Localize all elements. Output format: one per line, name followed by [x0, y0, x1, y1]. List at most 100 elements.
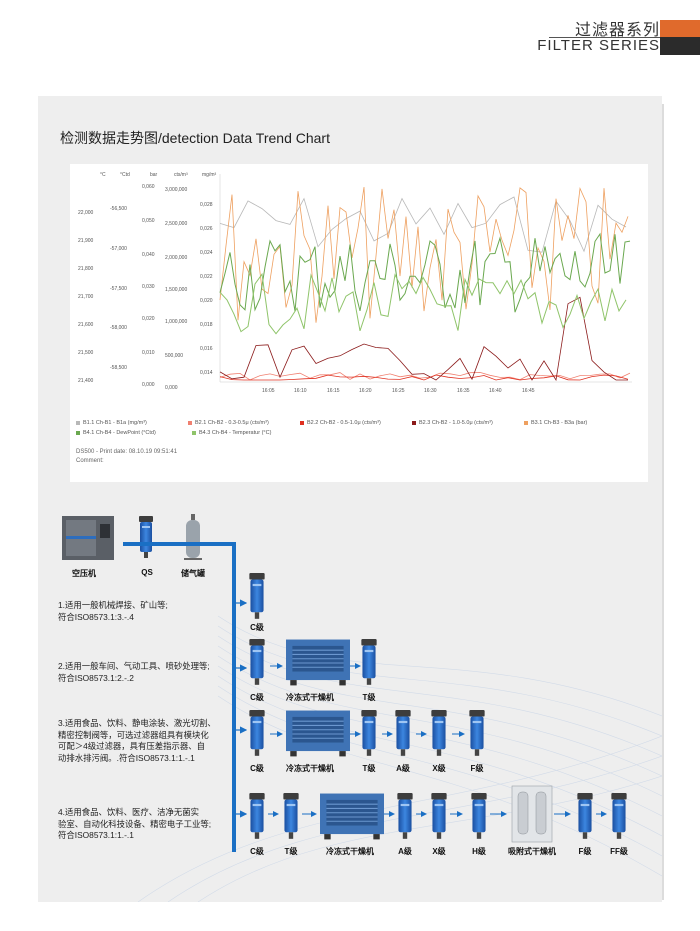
x-filter-icon	[431, 710, 447, 756]
trend-chart-svg: °C °Ctd bar cts/m³ mg/m³ 22,000 21,900 2…	[78, 172, 632, 394]
legend-label: B3.1 Ch-B3 - B3a (bar)	[531, 420, 588, 426]
row-2-label: 冷冻式干燥机	[286, 693, 334, 702]
row-3-label: T级	[362, 764, 376, 773]
tick-x: 16:15	[327, 388, 340, 394]
series-line	[219, 296, 628, 382]
tank-label: 储气罐	[181, 569, 205, 578]
row-4-label: A级	[398, 847, 412, 856]
tick-ctd: -58,000	[110, 325, 127, 331]
tick-bar: 0,060	[142, 184, 155, 190]
qs-filter-icon	[139, 516, 153, 558]
c-filter-icon	[249, 793, 265, 839]
series-layer	[219, 186, 631, 382]
a-filter-icon	[395, 710, 411, 756]
row-4-label: F级	[578, 847, 592, 856]
a-filter-icon	[397, 793, 413, 839]
tick-ctd: -57,500	[110, 286, 127, 292]
row-3-label: 冷冻式干燥机	[286, 764, 334, 773]
tick-c: 21,400	[78, 378, 94, 384]
ff-filter-icon	[611, 793, 627, 839]
legend-label: B2.2 Ch-B2 - 0.5-1.0μ (cts/m³)	[307, 420, 381, 426]
comment-label: Comment:	[76, 458, 104, 464]
tick-cts: 3,000,000	[165, 187, 187, 193]
legend-swatch	[76, 431, 80, 435]
print-date: DS500 - Print date: 08.10.19 09:51:41	[76, 449, 178, 455]
tick-bar: 0,050	[142, 218, 155, 224]
row-4-description: 4.适用食品、饮料、医疗、洁净无菌实 验室、自动化科技设备、精密电子工业等; 符…	[58, 807, 211, 842]
tick-x: 16:05	[262, 388, 275, 394]
legend-label: B4.1 Ch-B4 - DewPoint (°Ctd)	[83, 430, 156, 436]
unit-mg: mg/m³	[202, 172, 217, 178]
legend-item: B2.2 Ch-B2 - 0.5-1.0μ (cts/m³)	[300, 420, 412, 426]
row-4-label: 冷冻式干燥机	[326, 847, 374, 856]
tick-c: 21,800	[78, 266, 94, 272]
legend-swatch	[412, 421, 416, 425]
legend-swatch	[524, 421, 528, 425]
tick-bar: 0,000	[142, 382, 155, 388]
tick-c: 21,900	[78, 238, 94, 244]
header-accent-bar	[660, 20, 700, 37]
panel-shadow	[660, 104, 664, 900]
tick-x: 16:40	[489, 388, 502, 394]
tick-bar: 0,030	[142, 284, 155, 290]
header-title-cn: 过滤器系列	[574, 22, 660, 39]
legend-item: B1.1 Ch-B1 - B1a (mg/m³)	[76, 420, 188, 426]
t-filter-icon	[283, 793, 299, 839]
legend-label: B2.1 Ch-B2 - 0.3-0.5μ (cts/m³)	[195, 420, 269, 426]
row-3-label: X级	[432, 764, 446, 773]
c-filter-icon	[249, 710, 265, 756]
tick-mg: 0,018	[200, 322, 213, 328]
tick-ctd: -57,000	[110, 246, 127, 252]
desc-line: 动排水排污阀。.符合ISO8573.1:1.-.1	[58, 752, 195, 763]
tick-cts: 1,000,000	[165, 319, 187, 325]
row-2-label: T级	[362, 693, 376, 702]
c-filter-icon	[249, 573, 265, 619]
row-4-label: C级	[250, 847, 264, 856]
row-1-label: C级	[250, 623, 264, 632]
header-dark-bar	[660, 37, 700, 55]
tick-c: 22,000	[78, 210, 94, 216]
t-filter-icon	[361, 639, 377, 685]
x-filter-icon	[431, 793, 447, 839]
tick-mg: 0,016	[200, 346, 213, 352]
tick-bar: 0,010	[142, 350, 155, 356]
row-4-label: 吸附式干燥机	[508, 847, 556, 856]
desc-line: 精密控制阀等，可选过滤器组具有模块化	[58, 729, 209, 740]
tick-cts: 500,000	[165, 353, 183, 359]
tick-mg: 0,022	[200, 274, 213, 280]
tick-cts: 2,500,000	[165, 221, 187, 227]
tick-mg: 0,014	[200, 370, 213, 376]
legend-label: B2.3 Ch-B2 - 1.0-5.0μ (cts/m³)	[419, 420, 493, 426]
legend-item: B4.1 Ch-B4 - DewPoint (°Ctd)	[76, 430, 192, 436]
tick-x: 16:10	[294, 388, 307, 394]
c-filter-icon	[249, 639, 265, 685]
chart-legend: B1.1 Ch-B1 - B1a (mg/m³) B2.1 Ch-B2 - 0.…	[76, 418, 636, 438]
legend-label: B4.3 Ch-B4 - Temperatur (°C)	[199, 430, 272, 436]
desc-line: 符合ISO8573.1:2.-.2	[58, 672, 134, 683]
header-title-en: FILTER SERIES	[537, 37, 660, 54]
series-line	[219, 232, 631, 313]
legend-swatch	[300, 421, 304, 425]
row-1-description: 1.适用一般机械焊接、矿山等; 符合ISO8573.1:3.-.4	[58, 600, 168, 623]
desc-line: 符合ISO8573.1:1.-.1	[58, 830, 134, 840]
row-4-label: FF级	[610, 847, 628, 856]
row-3-label: F级	[470, 764, 484, 773]
row-4-label: X级	[432, 847, 446, 856]
tick-c: 21,600	[78, 322, 94, 328]
tick-ctd: -58,500	[110, 365, 127, 371]
refrigerated-dryer-icon	[286, 710, 350, 757]
legend-item: B2.3 Ch-B2 - 1.0-5.0μ (cts/m³)	[412, 420, 524, 426]
h-filter-icon	[471, 793, 487, 839]
desc-line: 1.适用一般机械焊接、矿山等;	[58, 600, 168, 610]
legend-swatch	[188, 421, 192, 425]
refrigerated-dryer-icon	[320, 793, 384, 840]
qs-label: QS	[141, 568, 153, 577]
row-2-description: 2.适用一般车间、气动工具、喷砂处理等; 符合ISO8573.1:2.-.2	[58, 661, 210, 684]
series-line	[219, 186, 629, 323]
legend-swatch	[192, 431, 196, 435]
f-filter-icon	[469, 710, 485, 756]
filter-flow-diagram	[62, 514, 627, 852]
compressor-label: 空压机	[72, 569, 96, 578]
tick-x: 16:35	[457, 388, 470, 394]
desc-line: 验室、自动化科技设备、精密电子工业等;	[58, 818, 212, 829]
